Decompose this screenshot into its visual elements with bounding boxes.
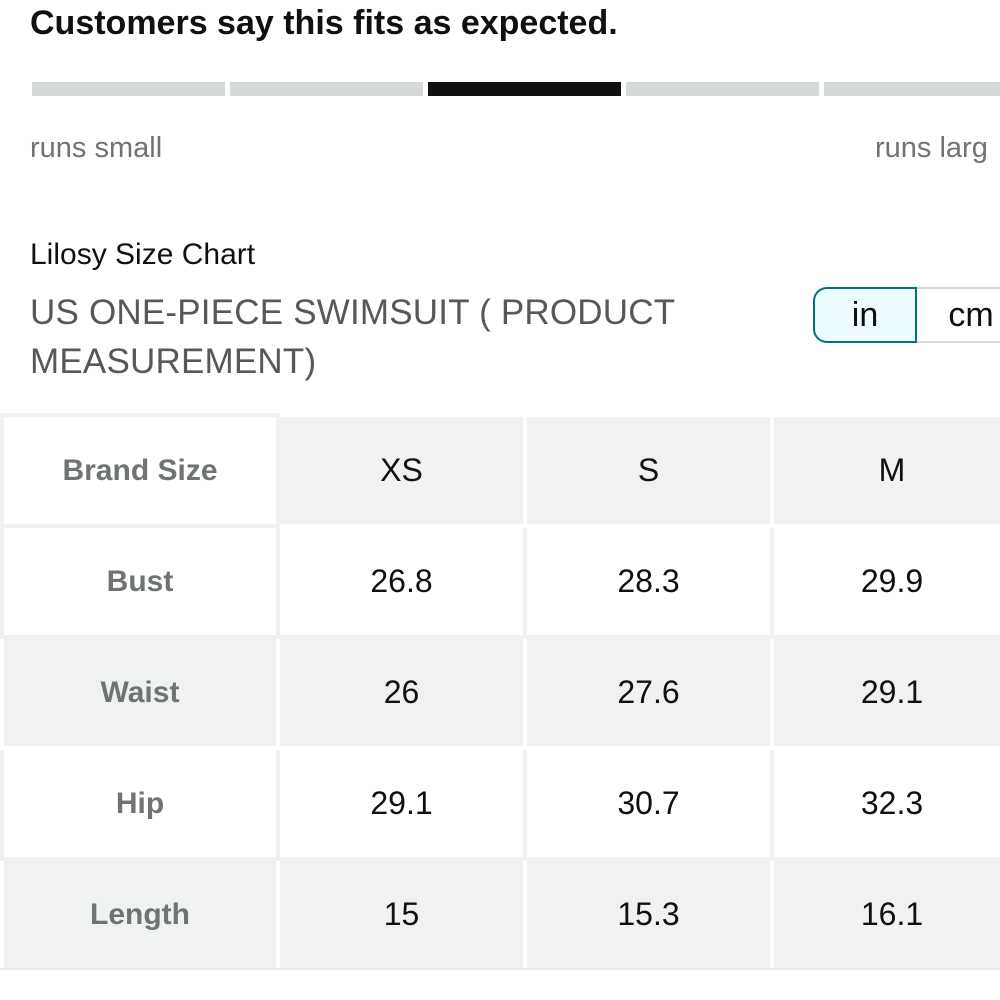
fit-meter bbox=[32, 82, 1000, 96]
table-cell: 32.3 bbox=[770, 746, 1000, 861]
table-cell: 15.3 bbox=[523, 857, 774, 972]
divider bbox=[0, 968, 1000, 970]
table-cell: 29.1 bbox=[276, 746, 527, 861]
fit-meter-segment bbox=[824, 82, 1000, 96]
size-chart-subtitle: US ONE-PIECE SWIMSUIT ( PRODUCT MEASUREM… bbox=[30, 293, 675, 381]
table-cell: 26.8 bbox=[276, 524, 527, 639]
table-cell: 16.1 bbox=[770, 857, 1000, 972]
table-header-cell: XS bbox=[276, 413, 527, 528]
table-cell: 29.9 bbox=[770, 524, 1000, 639]
table-header-row: Brand Size XS S M bbox=[0, 413, 1000, 528]
table-row-label: Waist bbox=[0, 635, 280, 750]
table-cell: 28.3 bbox=[523, 524, 774, 639]
unit-centimeters-button[interactable]: cm bbox=[917, 287, 1000, 343]
table-row-label: Bust bbox=[0, 524, 280, 639]
fit-meter-segment bbox=[626, 82, 819, 96]
fit-meter-segment-active bbox=[428, 82, 621, 96]
table-row-label: Hip bbox=[0, 746, 280, 861]
table-header-cell: S bbox=[523, 413, 774, 528]
fit-meter-segment bbox=[230, 82, 423, 96]
table-row: Length 15 15.3 16.1 bbox=[0, 857, 1000, 972]
table-cell: 30.7 bbox=[523, 746, 774, 861]
fit-summary-heading: Customers say this fits as expected. bbox=[30, 4, 618, 42]
table-row: Waist 26 27.6 29.1 bbox=[0, 635, 1000, 750]
table-row-label: Length bbox=[0, 857, 280, 972]
fit-meter-segment bbox=[32, 82, 225, 96]
table-header-cell: M bbox=[770, 413, 1000, 528]
runs-large-label: runs larg bbox=[875, 132, 988, 164]
table-cell: 15 bbox=[276, 857, 527, 972]
size-chart-table: Brand Size XS S M Bust 26.8 28.3 29.9 Wa… bbox=[0, 413, 1000, 972]
brand-size-chart-title: Lilosy Size Chart bbox=[30, 238, 256, 271]
runs-small-label: runs small bbox=[30, 132, 163, 164]
table-cell: 27.6 bbox=[523, 635, 774, 750]
table-cell: 29.1 bbox=[770, 635, 1000, 750]
table-cell: 26 bbox=[276, 635, 527, 750]
table-row: Bust 26.8 28.3 29.9 bbox=[0, 524, 1000, 639]
unit-toggle: in cm bbox=[813, 287, 1000, 345]
table-header-cell: Brand Size bbox=[0, 413, 280, 528]
table-row: Hip 29.1 30.7 32.3 bbox=[0, 746, 1000, 861]
unit-inches-button[interactable]: in bbox=[813, 287, 917, 343]
